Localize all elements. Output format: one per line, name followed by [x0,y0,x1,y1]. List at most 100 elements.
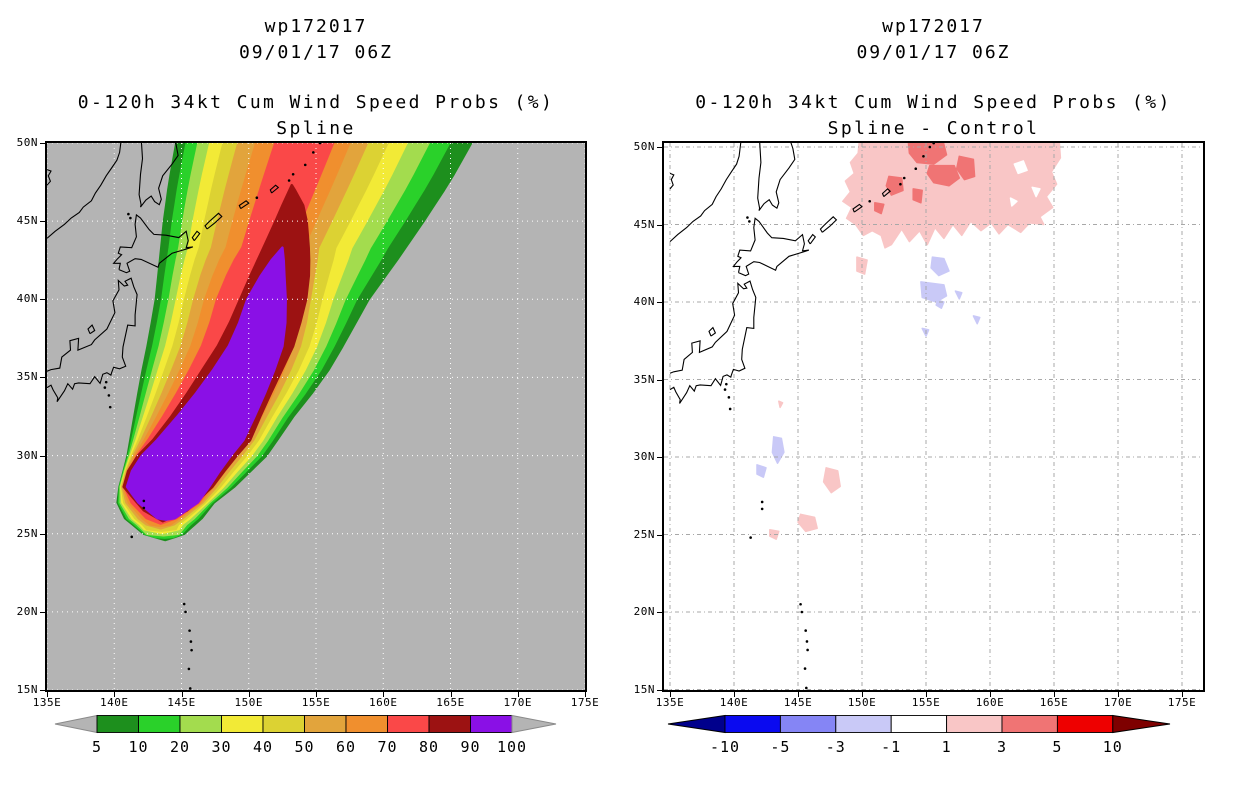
x-axis-tick [798,692,799,697]
island-dot [291,172,295,176]
diff-patch [885,175,904,196]
coastline [669,280,757,404]
subtitle-block: 0-120h 34kt Cum Wind Speed Probs (%) Spl… [634,90,1233,142]
island-dot [142,499,146,503]
island-dot [188,687,192,690]
probability-bands [116,143,473,542]
diff-patch [921,327,930,337]
diff-patch [930,256,950,277]
x-axis-tick [248,692,250,697]
y-axis-tick [657,224,663,226]
coastline [47,277,138,403]
coastline [138,143,179,208]
colorbar-segment [262,715,305,733]
colorbar-probability: 5 10 20 30 40 50 60 70 80 90 100 [54,714,557,756]
y-axis-tick [40,143,46,144]
coastline [47,169,52,186]
island-dot [805,686,808,690]
y-axis-label: 45N [16,214,38,228]
diff-patch [954,290,963,300]
y-axis-tick [40,377,46,379]
island-dot [902,176,906,180]
x-axis-label: 175E [1167,696,1197,709]
y-axis-tick [657,302,663,303]
y-axis-tick [40,299,46,301]
colorbar-segment [1056,715,1114,733]
colorbar-tick-label: 30 [211,738,231,756]
map-spline [45,141,587,692]
colorbar-right-arrow [1112,714,1171,734]
panel-spline: wp172017 09/01/17 06Z 0-120h 34kt Cum Wi… [16,16,599,756]
coastlines [47,143,322,690]
init-time: 09/01/17 06Z [856,42,1011,63]
x-axis-label: 140E [100,696,129,709]
coastline [669,143,742,243]
x-axis-tick [181,692,183,697]
colorbar-tick-label: 90 [460,738,480,756]
difference-patches [756,143,1062,540]
colorbar-segment [179,715,222,733]
colorbar-segment [946,715,1003,733]
colorbar-tick-label: 3 [997,738,1007,756]
init-time: 09/01/17 06Z [238,42,394,63]
island-dot [187,667,191,671]
y-axis-label: 15N [16,683,38,696]
coastline [732,217,810,277]
title-block: wp172017 09/01/17 06Z [664,14,1203,66]
coastline [269,184,280,194]
island-dot [928,145,932,149]
colorbar-segment [724,715,781,733]
grid-lines [664,143,1203,690]
y-axis-tick [40,690,46,691]
y-axis-label: 35N [633,372,655,386]
y-axis-label: 15N [633,682,655,696]
island-dot [899,182,902,186]
colorbar-segment [221,715,264,733]
island-dot [799,602,802,606]
colorbar-segment [138,715,181,733]
y-axis-tick [657,689,663,691]
island-dot [746,216,749,219]
island-dot [107,394,111,397]
island-dot [800,610,804,614]
method-label: Spline - Control [827,118,1040,139]
quantity-label: 0-120h 34kt Cum Wind Speed Probs (%) [77,92,555,113]
coastline [708,326,717,337]
colorbar-tick-label: 60 [336,738,356,756]
island-dot [318,143,322,145]
colorbar-tick-label: 50 [294,738,314,756]
colorbar-tick-label: 40 [253,738,273,756]
colorbar-tick-label: 80 [419,738,439,756]
y-axis-tick [40,221,46,223]
map-difference-canvas [664,143,1203,690]
x-axis-tick [114,692,116,697]
colorbar-segment [890,715,948,733]
colorbar-segment [96,715,139,733]
island-dot [303,163,307,167]
colorbar-tick-label: -10 [710,738,740,756]
x-axis-tick [670,692,671,697]
colorbar-segment [428,715,471,733]
island-dot [255,196,259,200]
island-dot [723,388,727,391]
island-dot [108,405,112,409]
colorbar-right-arrow [511,714,557,734]
prob-band-90 [125,246,287,521]
island-dot [749,536,752,539]
colorbar-tick-label: -3 [826,738,846,756]
y-axis-label: 50N [633,140,655,153]
x-axis-label: 150E [234,696,263,709]
map-difference [662,141,1205,692]
y-axis-label: 25N [16,526,38,540]
x-axis-label: 170E [1103,696,1133,709]
island-dot [760,500,764,504]
island-dot [760,507,764,511]
coastline [87,324,96,335]
island-dot [804,629,807,632]
y-axis-label: 40N [633,295,655,308]
y-axis-tick [657,612,663,613]
diff-patch [842,143,1062,249]
diff-patch [907,143,948,165]
y-axis-label: 20N [16,604,38,618]
diff-patch [756,464,767,478]
